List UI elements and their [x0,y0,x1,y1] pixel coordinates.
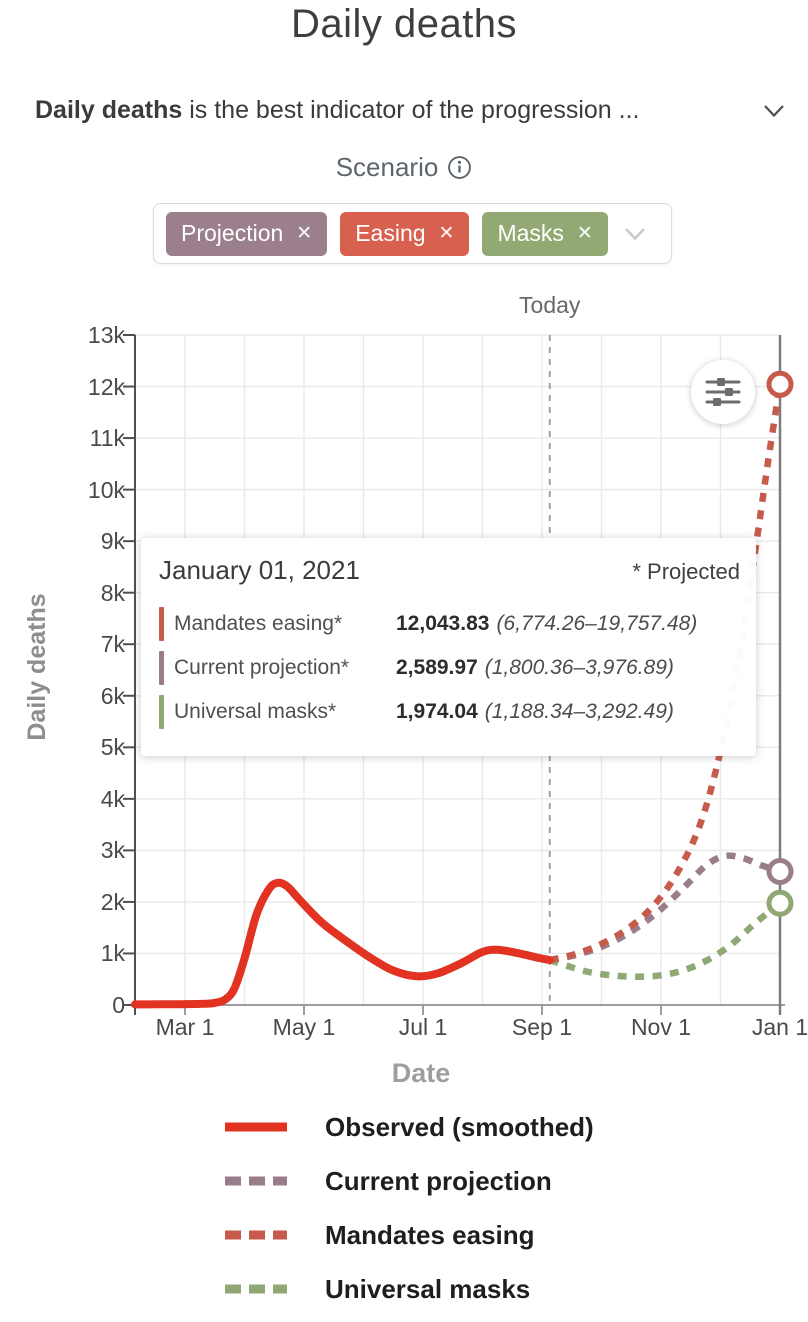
tooltip-series-range: (1,188.34–3,292.49) [484,700,674,723]
chart-legend: Observed (smoothed) Current projection Man… [225,1100,594,1316]
chip-label: Easing [355,220,426,246]
legend-swatch [225,1230,287,1240]
chip-remove-icon[interactable]: ✕ [438,223,455,244]
tooltip-header: January 01, 2021 * Projected [159,555,740,586]
y-axis-title: Daily deaths [23,593,51,741]
y-tick-label: 3k [100,837,125,864]
y-tick-label: 7k [100,631,125,658]
x-tick-label: Nov 1 [630,1014,692,1040]
x-axis-title: Date [391,1058,451,1088]
chip-label: Masks [497,220,564,246]
chart-settings-button[interactable] [691,360,755,424]
page-title: Daily deaths [290,2,518,46]
x-tick-label: Jul 1 [398,1014,448,1040]
legend-swatch [225,1176,287,1186]
tooltip-series-value: 1,974.04 [396,700,478,723]
y-tick-label: 9k [100,528,125,555]
legend-label: Observed (smoothed) [325,1111,594,1142]
scenario-header: Scenario [0,152,808,183]
y-tick-label: 11k [89,425,125,452]
y-tick-label: 12k [87,373,125,400]
tooltip-row: Universal masks* 1,974.04 (1,188.34–3,292.… [159,690,740,734]
tooltip-date: January 01, 2021 [159,555,360,585]
legend-swatch [225,1284,287,1294]
description-row[interactable]: Daily deaths is the best indicator of th… [35,96,786,125]
scenario-multiselect[interactable]: Projection ✕ Easing ✕ Masks ✕ [153,203,672,264]
tooltip-series-label: Mandates easing* [174,612,343,635]
tooltip-series-range: (6,774.26–19,757.48) [496,612,698,635]
legend-label: Current projection [325,1165,552,1196]
legend-item: Current projection [225,1154,594,1208]
chip-easing[interactable]: Easing ✕ [340,211,470,256]
end-marker [766,858,794,886]
chip-label: Projection [181,220,284,246]
chip-masks[interactable]: Masks ✕ [482,211,608,256]
today-label: Today [519,292,581,318]
description-rest: is the best indicator of the progression… [182,96,640,124]
y-tick-label: 4k [100,785,125,812]
y-tick-label: 10k [87,476,125,503]
x-tick-label: Jan 1 [751,1014,808,1040]
y-tick-label: 6k [100,682,125,709]
chevron-down-icon[interactable] [762,103,786,119]
y-tick-label: 5k [100,734,125,761]
tooltip-projected-note: * Projected [632,559,740,584]
series-color-bar [159,695,164,729]
x-tick-label: May 1 [272,1014,336,1040]
info-icon[interactable] [447,155,472,180]
end-marker [766,370,794,398]
tooltip-row: Mandates easing* 12,043.83 (6,774.26–19,75… [159,602,740,646]
y-tick-label: 0 [112,992,125,1018]
tooltip-series-value: 12,043.83 [396,612,490,635]
legend-item: Universal masks [225,1262,594,1316]
description-bold: Daily deaths [35,96,183,124]
series-observed-smoothed [131,878,554,1009]
y-tick-label: 2k [100,888,125,915]
tooltip-series-value: 2,589.97 [396,656,478,679]
end-marker [766,889,794,917]
legend-label: Universal masks [325,1273,531,1304]
tooltip-rows: Mandates easing* 12,043.83 (6,774.26–19,75… [159,602,740,734]
chip-remove-icon[interactable]: ✕ [576,223,593,244]
selected-scenario-chips: Projection ✕ Easing ✕ Masks ✕ [166,211,608,256]
y-tick-label: 1k [100,940,125,967]
chip-remove-icon[interactable]: ✕ [296,223,313,244]
legend-swatch [225,1122,287,1132]
scenario-label: Scenario [335,152,439,182]
series-current-projection [549,852,782,964]
series-universal-masks [548,900,782,980]
sliders-icon [704,377,742,407]
chart-tooltip: January 01, 2021 * Projected Mandates ea… [141,538,756,756]
tooltip-series-range: (1,800.36–3,976.89) [484,656,674,679]
legend-item: Observed (smoothed) [225,1100,594,1154]
series-color-bar [159,607,164,641]
y-tick-label: 13k [87,322,125,348]
tooltip-series-label: Universal masks* [174,700,337,723]
legend-item: Mandates easing [225,1208,594,1262]
chip-projection[interactable]: Projection ✕ [166,211,328,256]
y-tick-label: 8k [100,579,125,606]
x-tick-label: Mar 1 [155,1014,215,1040]
description-text: Daily deaths is the best indicator of th… [35,96,639,125]
tooltip-row: Current projection* 2,589.97 (1,800.36–3,9… [159,646,740,690]
legend-label: Mandates easing [325,1219,535,1250]
tooltip-series-label: Current projection* [174,656,350,679]
x-tick-label: Sep 1 [511,1014,573,1040]
dropdown-chevron-icon[interactable] [622,226,648,242]
series-color-bar [159,651,164,685]
